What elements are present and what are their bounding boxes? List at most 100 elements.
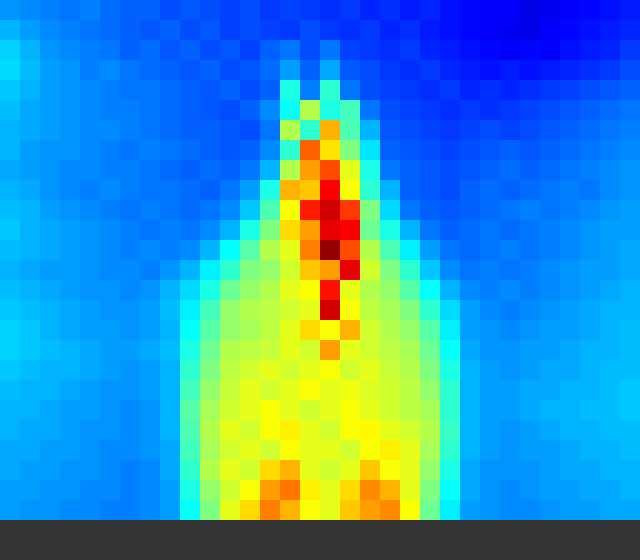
- heatmap-cell: [100, 280, 121, 301]
- heatmap-cell: [360, 260, 381, 281]
- heatmap-cell: [360, 500, 381, 520]
- heatmap-cell: [380, 340, 401, 361]
- heatmap-cell: [440, 180, 461, 201]
- heatmap-cell: [40, 440, 61, 461]
- heatmap-cell: [0, 440, 21, 461]
- heatmap-cell: [400, 200, 421, 221]
- heatmap-cell: [380, 480, 401, 501]
- heatmap-cell: [320, 20, 341, 41]
- heatmap-cell: [360, 80, 381, 101]
- heatmap-cell: [240, 0, 261, 21]
- heatmap-cell: [600, 300, 621, 321]
- heatmap-cell: [280, 500, 301, 520]
- heatmap-cell: [560, 500, 581, 520]
- heatmap-cell: [380, 260, 401, 281]
- heatmap-cell: [340, 360, 361, 381]
- heatmap-cell: [220, 40, 241, 61]
- heatmap-cell: [440, 500, 461, 520]
- heatmap-cell: [180, 300, 201, 321]
- heatmap-cell: [20, 280, 41, 301]
- heatmap-cell: [20, 340, 41, 361]
- heatmap-cell: [220, 200, 241, 221]
- heatmap-cell: [160, 240, 181, 261]
- heatmap-cell: [100, 180, 121, 201]
- heatmap-cell: [520, 240, 541, 261]
- heatmap-cell: [120, 280, 141, 301]
- heatmap-cell: [260, 160, 281, 181]
- heatmap-cell: [200, 160, 221, 181]
- heatmap-cell: [600, 220, 621, 241]
- heatmap-cell: [180, 460, 201, 481]
- heatmap-cell: [360, 20, 381, 41]
- heatmap-cell: [100, 480, 121, 501]
- heatmap-cell: [540, 340, 561, 361]
- heatmap-cell: [280, 360, 301, 381]
- heatmap-cell: [120, 160, 141, 181]
- heatmap-cell: [320, 440, 341, 461]
- heatmap-cell: [300, 500, 321, 520]
- heatmap-cell: [360, 60, 381, 81]
- heatmap-cell: [180, 0, 201, 21]
- heatmap-cell: [560, 120, 581, 141]
- heatmap-cell: [460, 80, 481, 101]
- heatmap-cell: [360, 220, 381, 241]
- heatmap-cell: [620, 120, 640, 141]
- heatmap-cell: [20, 200, 41, 221]
- heatmap-cell: [480, 40, 501, 61]
- heatmap-cell: [200, 440, 221, 461]
- heatmap-cell: [440, 340, 461, 361]
- heatmap-cell: [260, 240, 281, 261]
- heatmap-cell: [180, 320, 201, 341]
- heatmap-cell: [20, 440, 41, 461]
- heatmap-cell: [160, 440, 181, 461]
- heatmap-cell: [200, 360, 221, 381]
- heatmap-cell: [420, 0, 441, 21]
- heatmap-cell: [620, 500, 640, 520]
- heatmap-cell: [340, 120, 361, 141]
- heatmap-cell: [280, 220, 301, 241]
- heatmap-cell: [0, 260, 21, 281]
- heatmap-cell: [420, 40, 441, 61]
- heatmap-cell: [620, 480, 640, 501]
- heatmap-cell: [480, 20, 501, 41]
- heatmap-cell: [220, 300, 241, 321]
- heatmap-cell: [340, 100, 361, 121]
- heatmap-cell: [300, 160, 321, 181]
- heatmap-cell: [80, 80, 101, 101]
- heatmap-cell: [380, 400, 401, 421]
- heatmap-cell: [120, 20, 141, 41]
- heatmap-cell: [180, 20, 201, 41]
- heatmap-cell: [520, 140, 541, 161]
- heatmap-cell: [0, 220, 21, 241]
- heatmap-cell: [0, 20, 21, 41]
- heatmap-cell: [140, 320, 161, 341]
- heatmap-cell: [580, 280, 601, 301]
- heatmap-cell: [520, 320, 541, 341]
- heatmap-cell: [80, 40, 101, 61]
- heatmap-cell: [340, 0, 361, 21]
- heatmap-cell: [500, 200, 521, 221]
- heatmap-cell: [620, 220, 640, 241]
- heatmap-cell: [120, 380, 141, 401]
- heatmap-cell: [280, 240, 301, 261]
- heatmap-cell: [140, 500, 161, 520]
- heatmap-cell: [220, 420, 241, 441]
- heatmap-cell: [320, 120, 341, 141]
- heatmap-cell: [440, 300, 461, 321]
- heatmap-cell: [220, 320, 241, 341]
- heatmap-cell: [460, 200, 481, 221]
- heatmap-cell: [80, 240, 101, 261]
- heatmap-cell: [0, 60, 21, 81]
- chart: [0, 0, 640, 560]
- heatmap-cell: [280, 60, 301, 81]
- heatmap-cell: [480, 100, 501, 121]
- heatmap-cell: [180, 380, 201, 401]
- heatmap-cell: [520, 80, 541, 101]
- heatmap-cell: [180, 420, 201, 441]
- heatmap-cell: [540, 160, 561, 181]
- heatmap-cell: [140, 100, 161, 121]
- heatmap-cell: [60, 0, 81, 21]
- heatmap-cell: [180, 160, 201, 181]
- heatmap-cell: [320, 40, 341, 61]
- heatmap-cell: [320, 60, 341, 81]
